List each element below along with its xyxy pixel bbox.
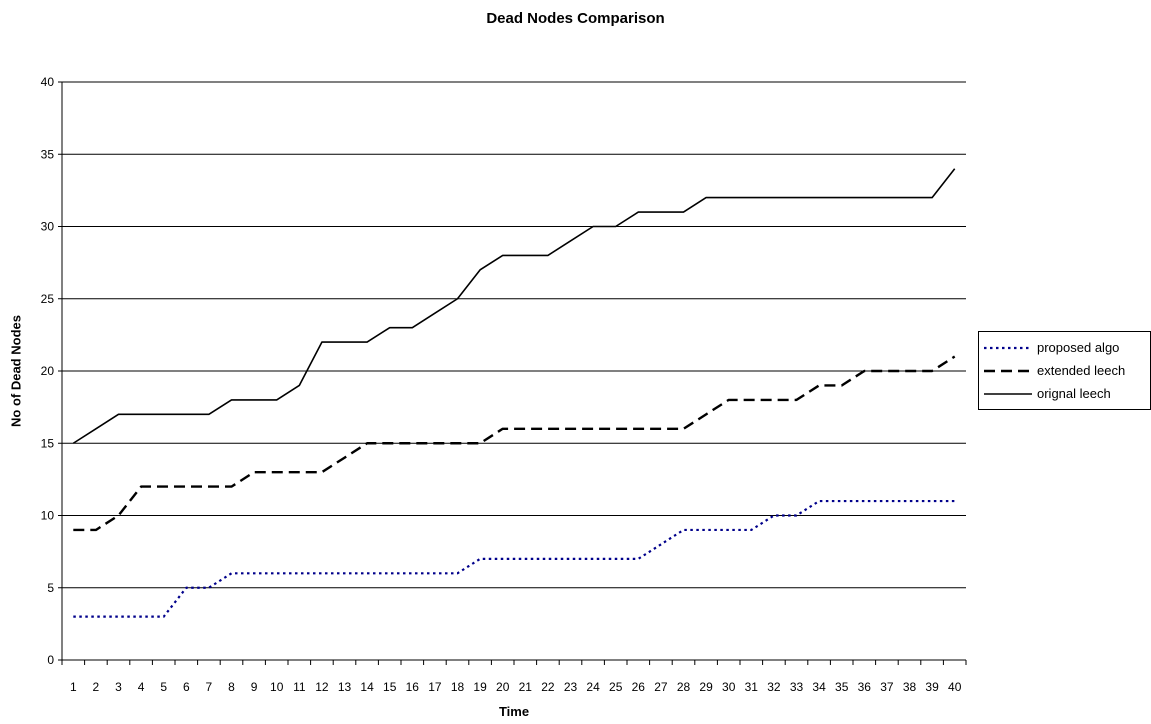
legend-label-orignal-leech: orignal leech (1037, 386, 1111, 401)
x-tick-label-29: 29 (699, 680, 713, 694)
legend-label-extended-leech: extended leech (1037, 363, 1126, 378)
x-tick-label-1: 1 (70, 680, 77, 694)
x-tick-label-36: 36 (858, 680, 872, 694)
x-tick-label-6: 6 (183, 680, 190, 694)
x-axis-label: Time (498, 704, 530, 719)
x-tick-label-32: 32 (767, 680, 781, 694)
x-tick-label-14: 14 (360, 680, 374, 694)
x-tick-label-30: 30 (722, 680, 736, 694)
x-tick-label-22: 22 (541, 680, 555, 694)
x-tick-label-37: 37 (880, 680, 894, 694)
x-tick-label-8: 8 (228, 680, 235, 694)
x-tick-label-19: 19 (473, 680, 487, 694)
y-tick-labels: 0 5 10 15 20 25 30 35 40 (41, 75, 55, 667)
x-tick-label-24: 24 (586, 680, 600, 694)
x-tick-label-11: 11 (293, 680, 306, 694)
x-tick-label-25: 25 (609, 680, 623, 694)
x-tick-label-20: 20 (496, 680, 510, 694)
x-tick-label-4: 4 (138, 680, 145, 694)
series-line-proposed-algo (73, 499, 955, 618)
y-tick-label-0: 0 (47, 653, 54, 667)
y-tick-label-20: 20 (41, 364, 55, 378)
legend-item-orignal-leech: orignal leech (979, 384, 1150, 404)
x-tick-label-7: 7 (206, 680, 213, 694)
x-tick-labels: 1 2 3 4 5 6 7 8 9 10 11 12 13 14 15 16 17 18 19 20 21 22 23 24 2… (70, 680, 962, 694)
legend-item-extended-leech: extended leech (979, 361, 1150, 381)
y-tick-label-25: 25 (41, 292, 55, 306)
x-tick-label-13: 13 (338, 680, 352, 694)
x-tick-label-35: 35 (835, 680, 849, 694)
axes (58, 81, 967, 665)
x-tick-label-10: 10 (270, 680, 284, 694)
y-tick-label-15: 15 (41, 436, 55, 450)
x-tick-label-12: 12 (315, 680, 329, 694)
series-line-orignal-leech (72, 168, 956, 444)
x-tick-label-5: 5 (160, 680, 167, 694)
x-tick-label-3: 3 (115, 680, 122, 694)
x-tick-label-21: 21 (519, 680, 533, 694)
x-tick-label-27: 27 (654, 680, 668, 694)
x-tick-label-9: 9 (251, 680, 258, 694)
legend-label-proposed-algo: proposed algo (1037, 340, 1120, 355)
x-tick-label-18: 18 (451, 680, 465, 694)
y-tick-label-30: 30 (41, 220, 55, 234)
y-tick-label-10: 10 (41, 509, 55, 523)
chart-title: Dead Nodes Comparison (486, 10, 665, 27)
x-tick-label-28: 28 (677, 680, 691, 694)
x-tick-label-31: 31 (745, 680, 759, 694)
x-tick-label-17: 17 (428, 680, 442, 694)
gridlines (62, 81, 966, 589)
x-tick-label-2: 2 (93, 680, 100, 694)
legend-item-proposed-algo: proposed algo (979, 338, 1150, 358)
x-tick-label-26: 26 (632, 680, 646, 694)
y-tick-label-35: 35 (41, 147, 55, 161)
x-tick-label-39: 39 (925, 680, 939, 694)
y-tick-label-5: 5 (47, 581, 54, 595)
legend: proposed algo extended leech orignal lee… (978, 331, 1151, 410)
x-tick-label-15: 15 (383, 680, 397, 694)
x-tick-label-38: 38 (903, 680, 917, 694)
y-tick-label-40: 40 (41, 75, 55, 89)
x-tick-label-16: 16 (406, 680, 420, 694)
y-axis-label: No of Dead Nodes (8, 315, 24, 427)
series-lines (72, 168, 956, 618)
x-tick-label-33: 33 (790, 680, 804, 694)
x-tick-label-34: 34 (812, 680, 826, 694)
x-tick-label-40: 40 (948, 680, 962, 694)
x-tick-label-23: 23 (564, 680, 578, 694)
